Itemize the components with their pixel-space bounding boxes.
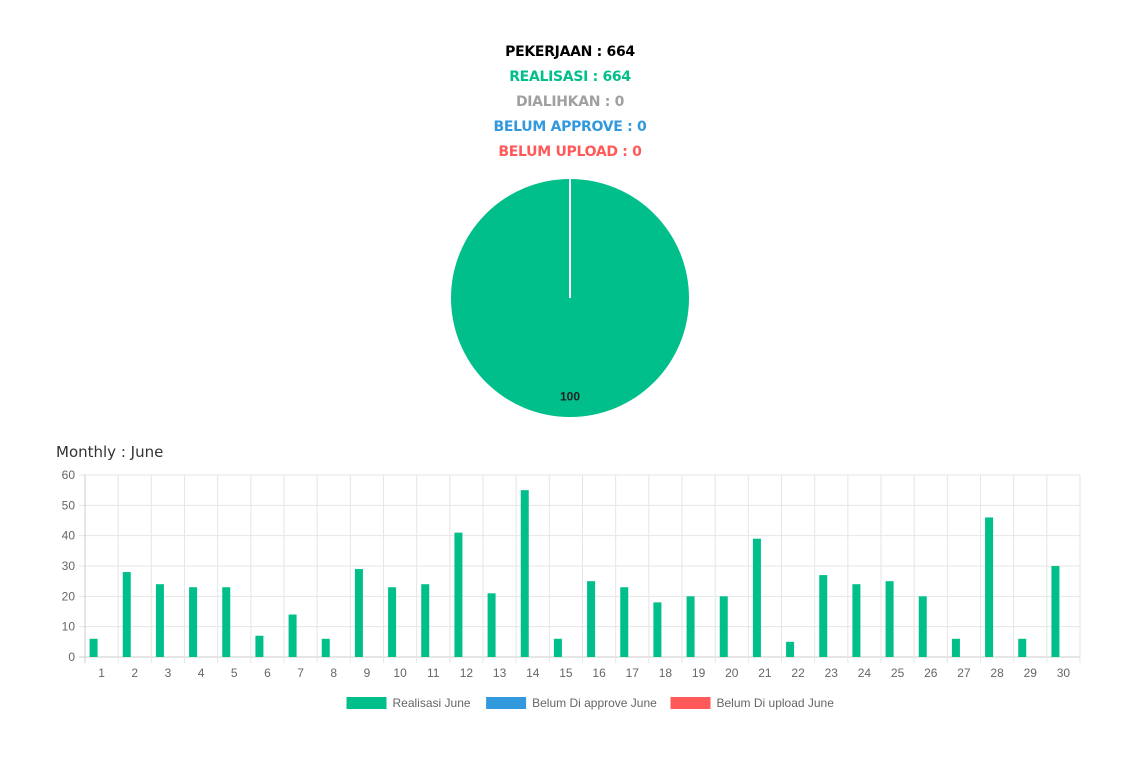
x-tick-label: 3 [165,666,172,680]
legend-swatch[interactable] [346,697,387,709]
bar-realisasi-june[interactable] [1018,638,1027,657]
bar-realisasi-june[interactable] [985,517,994,657]
bar-realisasi-june[interactable] [719,596,728,657]
dialihkan-total: DIALIHKAN : 0 [515,94,625,110]
bar-realisasi-june[interactable] [354,569,363,657]
pie-chart[interactable]: 100 [449,177,691,419]
pie-chart-container: 100 [449,177,691,419]
x-tick-label: 2 [131,666,138,680]
x-tick-label: 24 [858,666,872,680]
bar-realisasi-june[interactable] [255,635,264,657]
bar-realisasi-june[interactable] [1051,566,1060,657]
y-tick-label: 60 [62,468,76,482]
y-tick-label: 30 [62,559,76,573]
legend-label[interactable]: Belum Di upload June [717,696,835,710]
bar-realisasi-june[interactable] [454,532,463,657]
x-tick-label: 23 [825,666,839,680]
pie-slice-label: 100 [560,390,580,404]
bar-realisasi-june[interactable] [686,596,695,657]
bar-realisasi-june[interactable] [951,638,960,657]
bar-realisasi-june[interactable] [819,575,828,657]
x-tick-label: 15 [559,666,573,680]
y-tick-label: 50 [62,498,76,512]
x-tick-label: 10 [393,666,407,680]
x-tick-label: 30 [1057,666,1071,680]
x-tick-label: 5 [231,666,238,680]
x-tick-label: 17 [626,666,640,680]
x-tick-label: 1 [98,666,105,680]
legend-swatch[interactable] [670,697,711,709]
x-tick-label: 28 [990,666,1004,680]
bar-realisasi-june[interactable] [786,641,795,657]
monthly-title: Monthly : June [56,443,164,461]
x-tick-label: 7 [297,666,304,680]
bar-realisasi-june[interactable] [122,572,131,657]
bar-realisasi-june[interactable] [421,584,430,657]
belum-approve-total: BELUM APPROVE : 0 [493,119,647,135]
x-tick-label: 22 [791,666,805,680]
belum-upload-total: BELUM UPLOAD : 0 [498,144,642,160]
bar-realisasi-june[interactable] [520,490,529,657]
bar-realisasi-june[interactable] [852,584,861,657]
summary-block: PEKERJAAN : 664 REALISASI : 664 DIALIHKA… [0,42,1140,167]
x-tick-label: 29 [1024,666,1038,680]
bar-realisasi-june[interactable] [388,587,397,657]
y-tick-label: 10 [62,620,76,634]
x-tick-label: 9 [364,666,371,680]
x-tick-label: 12 [460,666,474,680]
legend-label[interactable]: Belum Di approve June [532,696,657,710]
bar-realisasi-june[interactable] [752,538,761,657]
bar-realisasi-june[interactable] [288,614,297,657]
x-tick-label: 11 [427,666,440,680]
bar-realisasi-june[interactable] [155,584,164,657]
x-tick-label: 16 [592,666,606,680]
x-tick-label: 4 [198,666,205,680]
bar-realisasi-june[interactable] [553,638,562,657]
bar-realisasi-june[interactable] [653,602,662,657]
x-tick-label: 8 [330,666,337,680]
bar-realisasi-june[interactable] [885,581,894,657]
bar-realisasi-june[interactable] [321,638,330,657]
legend-label[interactable]: Realisasi June [393,696,471,710]
bar-realisasi-june[interactable] [189,587,198,657]
y-tick-label: 20 [62,589,76,603]
x-tick-label: 19 [692,666,706,680]
legend-swatch[interactable] [486,697,527,709]
bar-realisasi-june[interactable] [222,587,231,657]
pekerjaan-total: PEKERJAAN : 664 [505,44,635,60]
x-tick-label: 27 [957,666,971,680]
x-tick-label: 26 [924,666,938,680]
x-tick-label: 6 [264,666,271,680]
bar-realisasi-june[interactable] [918,596,927,657]
bar-realisasi-june[interactable] [487,593,496,657]
x-tick-label: 13 [493,666,507,680]
realisasi-total: REALISASI : 664 [509,69,631,85]
bar-realisasi-june[interactable] [89,638,98,657]
bar-realisasi-june[interactable] [587,581,596,657]
x-tick-label: 21 [758,666,772,680]
x-tick-label: 20 [725,666,739,680]
x-tick-label: 25 [891,666,905,680]
bar-realisasi-june[interactable] [620,587,629,657]
x-tick-label: 18 [659,666,673,680]
y-tick-label: 0 [68,650,75,664]
bar-chart-container: 0 10 20 30 40 50 60 1 2 3 4 5 6 7 8 9 10 11 12 13 14 15 16 17 18… [50,465,1090,715]
x-tick-label: 14 [526,666,540,680]
y-tick-label: 40 [62,529,76,543]
